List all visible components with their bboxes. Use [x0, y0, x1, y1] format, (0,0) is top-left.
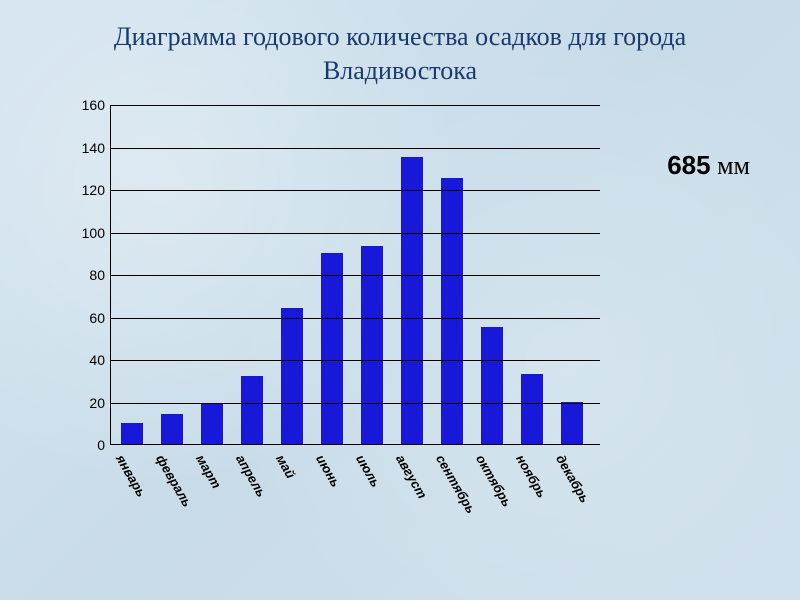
- total-unit: мм: [717, 151, 750, 180]
- x-tick-label: август: [393, 452, 430, 501]
- y-tick-label: 120: [82, 182, 105, 198]
- y-tick-label: 100: [82, 225, 105, 241]
- y-tick-label: 80: [89, 267, 105, 283]
- bar: [441, 178, 463, 444]
- y-axis: 020406080100120140160: [70, 105, 110, 445]
- total-value: 685: [667, 150, 710, 180]
- gridline: [111, 148, 600, 149]
- bar: [241, 376, 263, 444]
- bar: [481, 327, 503, 444]
- y-tick-label: 60: [89, 310, 105, 326]
- x-tick-label: январь: [113, 452, 149, 499]
- gridline: [111, 105, 600, 106]
- gridline: [111, 403, 600, 404]
- gridline: [111, 190, 600, 191]
- bar: [561, 402, 583, 445]
- x-tick-label: октябрь: [473, 452, 515, 509]
- x-tick-label: сентябрь: [433, 452, 479, 516]
- x-tick-label: февраль: [153, 452, 195, 509]
- plot-area: [110, 105, 600, 445]
- bar: [201, 404, 223, 444]
- gridline: [111, 275, 600, 276]
- gridline: [111, 318, 600, 319]
- bar-chart: 020406080100120140160 январьфевральмарта…: [70, 105, 600, 505]
- gridline: [111, 233, 600, 234]
- bar: [521, 374, 543, 444]
- bar: [281, 308, 303, 444]
- chart-title: Диаграмма годового количества осадков дл…: [0, 0, 800, 96]
- x-tick-label: май: [273, 452, 298, 481]
- y-tick-label: 40: [89, 352, 105, 368]
- x-axis-labels: январьфевральмарт апрельмайиюнь июль август…: [110, 450, 600, 530]
- x-tick-label: декабрь: [553, 452, 592, 505]
- x-tick-label: апрель: [233, 452, 269, 500]
- x-tick-label: июль: [353, 452, 383, 490]
- bar: [161, 414, 183, 444]
- gridline: [111, 360, 600, 361]
- total-annotation: 685 мм: [667, 150, 750, 181]
- y-tick-label: 160: [82, 97, 105, 113]
- bar: [361, 246, 383, 444]
- x-tick-label: ноябрь: [513, 452, 550, 500]
- x-tick-label: июнь: [313, 452, 343, 490]
- y-tick-label: 20: [89, 395, 105, 411]
- y-tick-label: 0: [97, 437, 105, 453]
- y-tick-label: 140: [82, 140, 105, 156]
- bar: [121, 423, 143, 444]
- bar: [401, 157, 423, 444]
- bar: [321, 253, 343, 444]
- x-tick-label: март: [193, 452, 224, 491]
